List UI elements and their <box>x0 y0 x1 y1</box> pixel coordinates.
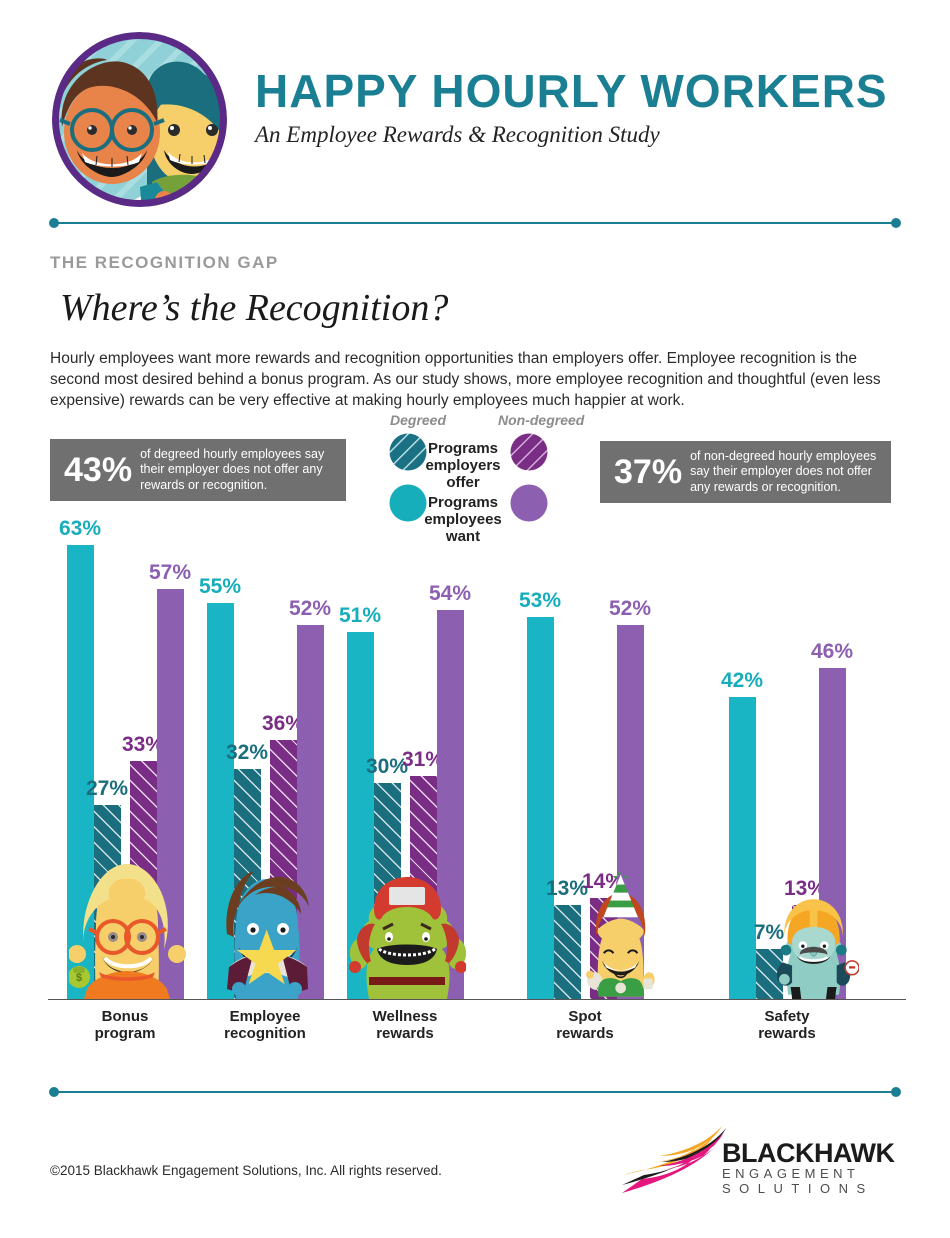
svg-text:$: $ <box>75 972 81 984</box>
svg-text:ENGAGEMENT: ENGAGEMENT <box>722 1166 859 1181</box>
svg-text:SOLUTIONS: SOLUTIONS <box>722 1181 874 1196</box>
svg-text:BLACKHAWK: BLACKHAWK <box>722 1138 895 1168</box>
